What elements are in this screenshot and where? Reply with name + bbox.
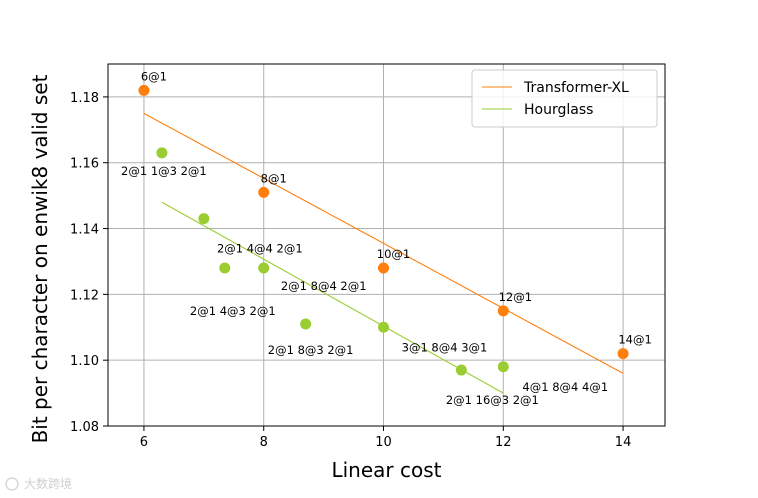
x-tick-label: 10 — [375, 435, 392, 450]
point-label: 2@1 8@3 2@1 — [268, 343, 354, 357]
trend-line-0 — [143, 112, 624, 374]
x-axis-ticks: 6 8 10 12 14 — [140, 426, 632, 450]
data-points — [138, 84, 629, 376]
watermark-logo-icon — [5, 477, 19, 491]
point-label: 2@1 4@4 2@1 — [217, 242, 303, 256]
x-tick-label: 8 — [260, 435, 268, 450]
data-point — [497, 305, 509, 317]
data-point — [219, 262, 231, 274]
data-point — [258, 262, 270, 274]
x-axis-label: Linear cost — [331, 458, 441, 482]
point-label: 2@1 8@4 2@1 — [281, 279, 367, 293]
x-tick-label: 12 — [495, 435, 512, 450]
data-point — [455, 364, 467, 376]
legend-box — [471, 69, 658, 128]
x-tick-label: 6 — [140, 435, 148, 450]
data-point — [497, 361, 509, 373]
legend: Transformer-XL Hourglass — [471, 69, 658, 128]
data-point — [156, 147, 168, 159]
y-tick-label: 1.18 — [70, 91, 99, 106]
point-label: 2@1 1@3 2@1 — [121, 164, 207, 178]
point-label: 3@1 8@4 3@1 — [402, 340, 488, 354]
data-point — [378, 262, 390, 274]
watermark: 大数跨境 — [5, 476, 72, 491]
y-tick-label: 1.08 — [70, 420, 99, 435]
y-tick-label: 1.16 — [70, 157, 99, 172]
data-point — [138, 84, 150, 96]
trend-line-1 — [161, 201, 504, 394]
watermark-text: 大数跨境 — [24, 476, 72, 491]
point-label: 4@1 8@4 4@1 — [522, 380, 608, 394]
point-labels: 6@1 8@1 10@1 12@1 14@1 2@1 1@3 2@1 2@1 4@4 2@1… — [121, 69, 652, 407]
y-axis-ticks: 1.08 1.10 1.12 1.14 1.16 1.18 — [70, 91, 108, 435]
y-tick-label: 1.14 — [70, 223, 99, 238]
point-label: 8@1 — [261, 171, 287, 185]
point-label: 2@1 4@3 2@1 — [190, 304, 276, 318]
point-label: 10@1 — [377, 247, 410, 261]
trend-lines — [143, 112, 624, 394]
legend-entry: Hourglass — [524, 102, 593, 118]
plot-frame — [107, 63, 666, 427]
data-point — [378, 321, 390, 333]
y-tick-label: 1.12 — [70, 288, 99, 303]
data-point — [300, 318, 312, 330]
legend-entry: Transformer-XL — [523, 80, 629, 96]
data-point — [258, 186, 270, 198]
x-tick-label: 14 — [615, 435, 632, 450]
data-point — [617, 348, 629, 360]
y-tick-label: 1.10 — [70, 354, 99, 369]
y-axis-label: Bit per character on enwik8 valid set — [28, 74, 52, 443]
point-label: 2@1 16@3 2@1 — [446, 393, 539, 407]
point-label: 14@1 — [618, 333, 651, 347]
point-label: 6@1 — [141, 69, 167, 83]
data-point — [198, 213, 210, 225]
point-label: 12@1 — [499, 290, 532, 304]
